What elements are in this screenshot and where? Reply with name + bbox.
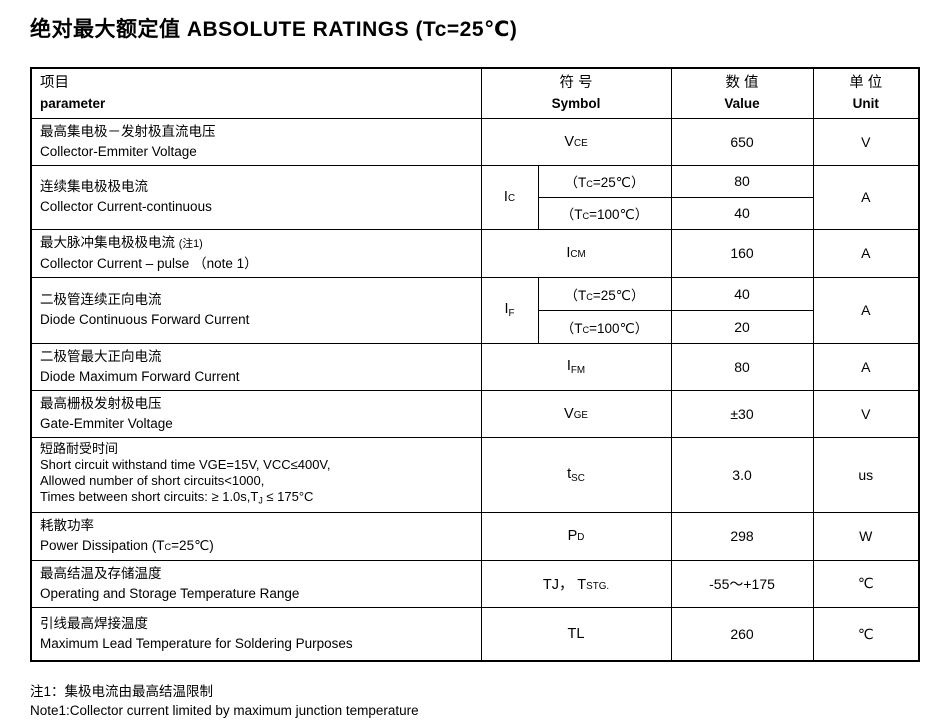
page-title: 绝对最大额定值 ABSOLUTE RATINGS (Tc=25℃) <box>30 18 518 41</box>
condition-cell: （TC=25℃） <box>537 164 672 198</box>
symbol-cell: ICM <box>480 228 672 278</box>
table-row: 耗散功率 Power Dissipation (TC=25℃) PD 298 W <box>30 511 920 561</box>
symbol-cell: TL <box>480 606 672 662</box>
param-cell: 短路耐受时间 Short circuit withstand time VGE=1… <box>30 436 482 513</box>
unit-cell: ℃ <box>812 559 920 608</box>
unit-cell: V <box>812 117 920 166</box>
param-cell: 引线最高焊接温度 Maximum Lead Temperature for Sol… <box>30 606 482 662</box>
table-row: 二极管最大正向电流 Diode Maximum Forward Current I… <box>30 342 920 391</box>
condition-cell: （TC=100℃） <box>537 309 672 344</box>
value-cell: 160 <box>670 228 814 278</box>
ratings-table: 项目 parameter 符 号 Symbol 数 值 Value 单 位 Un… <box>30 67 921 663</box>
column-header-unit-en: Unit <box>852 96 879 112</box>
unit-cell: A <box>812 276 920 344</box>
symbol-cell: IF <box>480 276 539 344</box>
param-cell: 二极管连续正向电流 Diode Continuous Forward Curren… <box>30 276 482 344</box>
param-cell: 连续集电极极电流 Collector Current-continuous <box>30 164 482 230</box>
unit-cell: ℃ <box>812 606 920 662</box>
table-row: 最大脉冲集电极极电流 (注1) Collector Current – pulse… <box>30 228 920 278</box>
value-cell: -55～+175 <box>670 559 814 608</box>
symbol-cell: tSC <box>480 436 672 513</box>
unit-cell: us <box>812 436 920 513</box>
value-cell: 20 <box>670 309 814 344</box>
header-row: 项目 parameter 符 号 Symbol 数 值 Value 单 位 Un… <box>30 67 920 119</box>
unit-cell: A <box>812 228 920 278</box>
table-row: 最高集电极－发射极直流电压 Collector-Emmiter Voltage V… <box>30 117 920 166</box>
param-cell: 最高集电极－发射极直流电压 Collector-Emmiter Voltage <box>30 117 482 166</box>
footnote-zh: 注1：集极电流由最高结温限制 <box>30 684 214 700</box>
table-row: 短路耐受时间 Short circuit withstand time VGE=1… <box>30 436 920 513</box>
value-cell: 80 <box>670 342 814 391</box>
value-cell: 80 <box>670 164 814 198</box>
column-header-symbol: 符 号 Symbol <box>480 67 672 119</box>
param-cell: 最大脉冲集电极极电流 (注1) Collector Current – pulse… <box>30 228 482 278</box>
value-cell: 650 <box>670 117 814 166</box>
symbol-cell: TJ， TSTG. <box>480 559 672 608</box>
column-header-parameter-en: parameter <box>40 96 106 112</box>
param-cell: 二极管最大正向电流 Diode Maximum Forward Current <box>30 342 482 391</box>
column-header-unit: 单 位 Unit <box>812 67 920 119</box>
value-cell: 260 <box>670 606 814 662</box>
value-cell: 298 <box>670 511 814 561</box>
symbol-cell: VCE <box>480 117 672 166</box>
value-cell: ±30 <box>670 389 814 438</box>
column-header-value-zh: 数 值 <box>725 75 759 92</box>
param-cell: 耗散功率 Power Dissipation (TC=25℃) <box>30 511 482 561</box>
column-header-value: 数 值 Value <box>670 67 814 119</box>
symbol-cell: VGE <box>480 389 672 438</box>
footnotes: 注1：集极电流由最高结温限制 Note1:Collector current l… <box>30 682 920 720</box>
table-row: （TC=100℃） 40 <box>31 196 919 230</box>
param-cell: 最高结温及存储温度 Operating and Storage Temperatu… <box>30 559 482 608</box>
footnote-en: Note1:Collector current limited by maxim… <box>30 703 419 719</box>
table-row: 连续集电极极电流 Collector Current-continuous IC … <box>30 164 920 230</box>
column-header-parameter-zh: 项目 <box>40 75 69 92</box>
param-cell: 最高栅极发射极电压 Gate-Emmiter Voltage <box>30 389 482 438</box>
unit-cell: A <box>812 342 920 391</box>
unit-cell: W <box>812 511 920 561</box>
column-header-parameter: 项目 parameter <box>30 67 482 119</box>
column-header-value-en: Value <box>724 96 760 112</box>
unit-cell: A <box>812 164 920 230</box>
condition-cell: （TC=100℃） <box>537 196 672 230</box>
table-row: 最高栅极发射极电压 Gate-Emmiter Voltage VGE ±30 V <box>30 389 920 438</box>
unit-cell: V <box>812 389 920 438</box>
column-header-symbol-zh: 符 号 <box>559 75 593 92</box>
symbol-cell: PD <box>480 511 672 561</box>
table-row: 二极管连续正向电流 Diode Continuous Forward Curren… <box>30 276 920 344</box>
table-row: 最高结温及存储温度 Operating and Storage Temperatu… <box>30 559 920 608</box>
value-cell: 3.0 <box>670 436 814 513</box>
column-header-symbol-en: Symbol <box>551 96 601 112</box>
column-header-unit-zh: 单 位 <box>849 75 883 92</box>
symbol-cell: IC <box>480 164 539 230</box>
table-row: 引线最高焊接温度 Maximum Lead Temperature for Sol… <box>30 606 920 662</box>
value-cell: 40 <box>670 276 814 311</box>
value-cell: 40 <box>670 196 814 230</box>
condition-cell: （TC=25℃） <box>537 276 672 311</box>
symbol-cell: IFM <box>480 342 672 391</box>
